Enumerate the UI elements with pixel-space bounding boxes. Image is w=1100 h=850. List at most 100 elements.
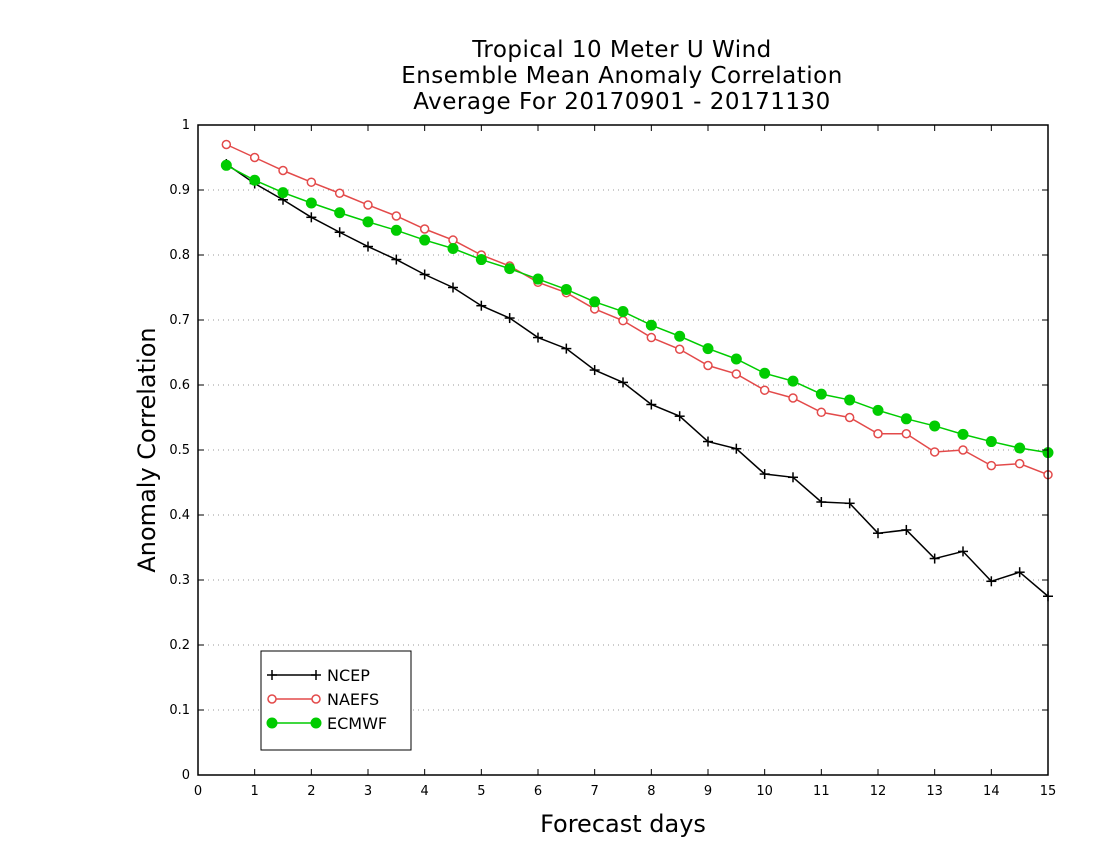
legend-marker-ecmwf — [310, 717, 322, 729]
data-point-ecmwf — [815, 388, 827, 400]
data-point-ecmwf — [929, 420, 941, 432]
data-point-naefs — [703, 360, 713, 371]
data-point-ecmwf — [645, 319, 657, 331]
data-point-naefs — [419, 224, 430, 234]
x-tick-label: 10 — [756, 784, 773, 799]
data-point-ncep — [873, 528, 883, 539]
data-point-ncep — [986, 576, 997, 587]
data-point-naefs — [986, 460, 997, 471]
gridlines — [198, 189, 1048, 711]
data-point-naefs — [306, 177, 317, 187]
data-point-ecmwf — [759, 367, 771, 379]
data-point-ncep — [674, 411, 685, 422]
data-point-ncep — [929, 553, 940, 564]
data-point-ncep — [561, 343, 572, 354]
legend-marker-naefs — [267, 694, 277, 704]
data-point-naefs — [674, 344, 685, 354]
data-point-naefs — [221, 139, 232, 150]
data-point-ncep — [1014, 567, 1025, 578]
data-point-ncep — [533, 332, 543, 343]
data-point-ncep — [731, 443, 742, 454]
y-tick-label: 0.6 — [169, 378, 190, 393]
y-tick-label: 0.5 — [169, 443, 190, 458]
data-point-naefs — [873, 429, 883, 439]
chart-title-line-2: Ensemble Mean Anomaly Correlation — [401, 63, 843, 89]
data-point-ncep — [448, 282, 458, 293]
legend-marker-ncep — [311, 670, 321, 680]
data-point-ecmwf — [1014, 442, 1026, 454]
data-point-ecmwf — [617, 306, 629, 318]
data-point-ecmwf — [390, 224, 402, 236]
y-tick-label: 0 — [182, 768, 190, 783]
data-point-ncep — [703, 436, 713, 447]
data-point-ncep — [363, 241, 373, 252]
data-point-ncep — [589, 365, 600, 376]
x-tick-label: 8 — [647, 784, 655, 799]
y-axis-title: Anomaly Correlation — [133, 327, 161, 572]
data-point-naefs — [929, 447, 940, 457]
series-naefs — [221, 139, 1053, 480]
data-point-ecmwf — [504, 263, 516, 275]
data-point-ecmwf — [362, 216, 374, 228]
data-point-ncep — [476, 300, 487, 311]
data-point-naefs — [363, 200, 373, 210]
x-tick-label: 2 — [307, 784, 315, 799]
data-point-ncep — [816, 497, 827, 507]
x-axis-title: Forecast days — [540, 810, 706, 838]
data-point-naefs — [334, 188, 345, 198]
chart-title-line-3: Average For 20170901 - 20171130 — [413, 89, 831, 115]
x-tick-label: 1 — [251, 784, 259, 799]
data-point-ecmwf — [985, 436, 997, 448]
data-point-ncep — [844, 498, 855, 509]
data-point-ecmwf — [787, 375, 799, 387]
x-tick-label: 4 — [421, 784, 429, 799]
data-point-ecmwf — [220, 159, 232, 171]
data-point-naefs — [278, 165, 288, 176]
data-point-naefs — [249, 152, 260, 163]
data-point-ncep — [391, 254, 402, 265]
data-point-naefs — [844, 412, 855, 423]
data-point-ecmwf — [702, 343, 714, 355]
series-group — [220, 139, 1054, 602]
data-point-ncep — [901, 524, 912, 535]
data-point-ecmwf — [730, 353, 742, 365]
series-line-naefs — [226, 143, 1049, 476]
data-point-ecmwf — [532, 273, 544, 285]
legend-marker-ncep — [267, 670, 277, 680]
data-point-naefs — [759, 385, 770, 395]
data-point-ecmwf — [447, 243, 459, 254]
data-point-ecmwf — [475, 254, 487, 266]
data-point-ecmwf — [674, 330, 686, 342]
data-point-ncep — [419, 269, 430, 280]
legend-box — [260, 650, 412, 751]
x-tick-label: 7 — [591, 784, 599, 799]
axis-ticks: 00.10.20.30.40.50.60.70.80.910 1 2 3 4 5 6 7 8 9 1… — [169, 118, 1056, 799]
y-tick-label: 0.1 — [169, 703, 190, 718]
data-point-ecmwf — [560, 283, 572, 295]
data-point-naefs — [788, 393, 798, 403]
data-point-naefs — [958, 445, 968, 455]
data-point-ecmwf — [900, 413, 912, 425]
y-tick-label: 0.3 — [169, 573, 190, 588]
data-point-ecmwf — [249, 174, 261, 186]
x-tick-label: 6 — [534, 784, 542, 799]
data-point-ncep — [306, 212, 317, 223]
x-tick-label: 3 — [364, 784, 372, 799]
data-point-ecmwf — [305, 197, 317, 209]
y-tick-label: 0.7 — [169, 313, 190, 328]
data-point-naefs — [618, 315, 628, 326]
data-point-ecmwf — [334, 207, 346, 219]
data-point-ecmwf — [589, 296, 601, 308]
series-line-ncep — [225, 163, 1049, 597]
legend-marker-ecmwf — [266, 717, 278, 729]
y-tick-label: 0.9 — [169, 183, 190, 198]
data-point-ncep — [334, 227, 345, 238]
legend: NCEP NAEFS ECMWF — [260, 650, 412, 751]
data-point-naefs — [391, 211, 402, 221]
y-tick-label: 0.8 — [169, 248, 190, 263]
series-line-ecmwf — [225, 164, 1049, 454]
legend-label-naefs: NAEFS — [327, 690, 379, 709]
data-point-ecmwf — [419, 234, 431, 246]
data-point-ncep — [504, 313, 515, 324]
